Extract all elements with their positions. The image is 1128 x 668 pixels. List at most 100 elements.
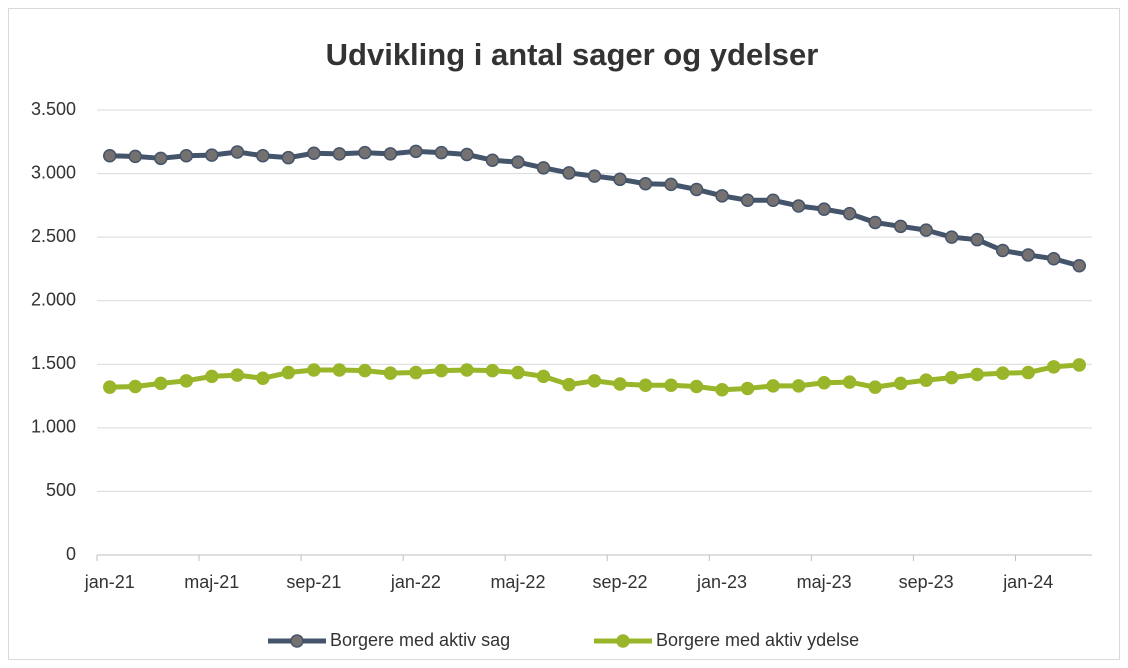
point (689, 182, 704, 197)
point (587, 169, 602, 183)
point (1021, 365, 1035, 380)
x-tick-label: sep-21 (286, 572, 341, 592)
point (1021, 248, 1035, 262)
point (919, 223, 933, 237)
point (766, 379, 780, 393)
point (103, 149, 117, 163)
point (817, 202, 831, 216)
y-tick-label: 500 (46, 480, 76, 500)
point (128, 379, 143, 394)
point (740, 381, 755, 396)
point (103, 380, 117, 394)
point (307, 363, 321, 377)
x-tick-label: jan-24 (1002, 572, 1053, 592)
point (919, 373, 933, 387)
point (128, 149, 143, 164)
point (817, 375, 831, 390)
point (893, 376, 908, 391)
point (256, 149, 270, 163)
point (868, 380, 882, 394)
point (587, 374, 602, 388)
point (842, 206, 857, 221)
point (256, 371, 270, 386)
point (154, 151, 168, 166)
y-tick-label: 3.500 (31, 99, 76, 119)
point (613, 172, 627, 187)
y-tick-label: 3.000 (31, 162, 76, 182)
point (562, 377, 576, 392)
y-tick-label: 2.500 (31, 226, 76, 246)
point (383, 366, 398, 380)
x-tick-label: sep-23 (899, 572, 954, 592)
point (307, 146, 321, 160)
point (664, 177, 678, 192)
point (332, 363, 347, 377)
point (970, 232, 984, 247)
point (613, 377, 627, 391)
point (205, 369, 219, 384)
legend-label: Borgere med aktiv ydelse (656, 630, 859, 650)
point (179, 374, 194, 388)
y-tick-label: 1.500 (31, 353, 76, 373)
point (791, 379, 806, 393)
point (281, 365, 296, 380)
chart-border (8, 8, 1120, 660)
point (638, 378, 653, 393)
point (434, 363, 449, 378)
point (1072, 358, 1086, 372)
point (536, 369, 551, 384)
point (154, 376, 168, 391)
point (460, 363, 474, 377)
x-tick-label: maj-23 (797, 572, 852, 592)
point (995, 366, 1010, 380)
point (740, 193, 755, 208)
point (409, 365, 423, 380)
point (409, 144, 423, 159)
point (1046, 252, 1061, 266)
point (230, 145, 245, 159)
point (358, 145, 372, 160)
point (511, 365, 525, 380)
x-tick-label: jan-21 (84, 572, 135, 592)
legend-marker (616, 634, 630, 648)
point (536, 161, 551, 175)
point (485, 153, 500, 167)
point (562, 166, 576, 180)
point (332, 147, 347, 161)
point (791, 199, 806, 213)
point (842, 375, 857, 389)
point (893, 219, 908, 234)
point (766, 193, 780, 208)
point (434, 145, 449, 160)
x-tick-label: maj-22 (490, 572, 545, 592)
point (281, 150, 296, 165)
point (1072, 259, 1086, 273)
point (868, 215, 882, 230)
point (358, 363, 372, 378)
point (230, 368, 245, 382)
point (995, 243, 1010, 258)
chart-title: Udvikling i antal sager og ydelser (326, 37, 819, 72)
point (383, 147, 398, 161)
legend-label: Borgere med aktiv sag (330, 630, 510, 650)
point (511, 155, 525, 169)
point (638, 176, 653, 191)
point (664, 378, 678, 393)
x-tick-label: jan-22 (390, 572, 441, 592)
point (179, 149, 194, 163)
y-tick-label: 2.000 (31, 289, 76, 309)
x-tick-label: sep-22 (592, 572, 647, 592)
point (485, 363, 500, 378)
point (944, 230, 959, 244)
point (205, 148, 219, 162)
point (970, 367, 984, 382)
x-tick-label: jan-23 (696, 572, 747, 592)
point (715, 382, 729, 397)
point (689, 379, 704, 394)
y-tick-label: 0 (66, 544, 76, 564)
point (1046, 360, 1061, 374)
legend-marker (290, 634, 304, 648)
x-tick-label: maj-21 (184, 572, 239, 592)
